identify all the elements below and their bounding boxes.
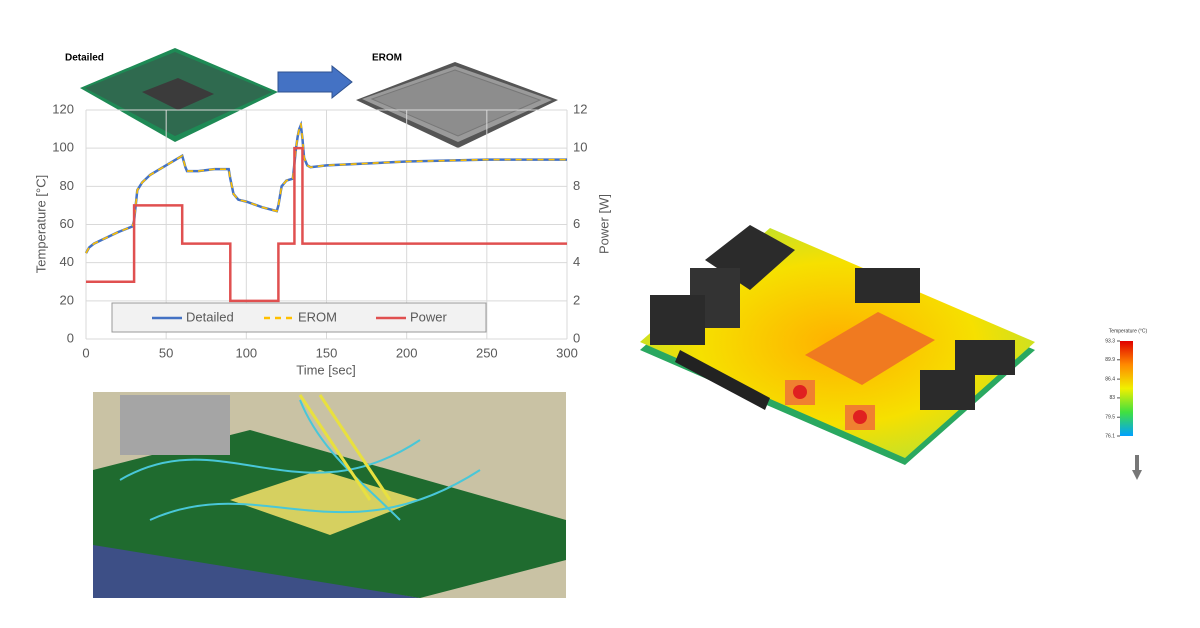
flow-image [93, 392, 566, 598]
y2-tick-label: 10 [573, 140, 587, 155]
arrow [277, 64, 353, 100]
y-axis-title: Temperature [°C] [33, 175, 48, 273]
y2-tick-label: 4 [573, 254, 580, 269]
colorbar-tick-label: 93.3 [1105, 338, 1115, 344]
y-tick-label: 120 [52, 101, 74, 116]
colorbar-ticks: 93.3 89.9 86.4 83 79.5 76.1 [1105, 338, 1120, 439]
series-line [86, 146, 567, 303]
y2-tick-label: 6 [573, 216, 580, 231]
x-tick-label: 100 [235, 345, 257, 360]
thermal-board [640, 225, 1035, 465]
x-tick-label: 50 [159, 345, 173, 360]
erom-model [356, 62, 558, 148]
y2-tick-label: 2 [573, 292, 580, 307]
y-tick-label: 0 [67, 330, 74, 345]
legend-label: EROM [298, 309, 337, 324]
model-label: EROM [372, 53, 402, 64]
y-tick-label: 40 [60, 254, 74, 269]
colorbar-tick-label: 76.1 [1105, 433, 1115, 439]
gravity-arrow [1132, 455, 1142, 480]
y-tick-label: 20 [60, 292, 74, 307]
x-tick-label: 150 [316, 345, 338, 360]
x-axis-title: Time [sec] [296, 362, 355, 377]
x-tick-label: 300 [556, 345, 578, 360]
y2-tick-label: 0 [573, 330, 580, 345]
legend-label: Detailed [186, 309, 234, 324]
model-label: Detailed [65, 53, 104, 64]
y2-axis-title: Power [W] [596, 194, 611, 254]
x-tick-label: 0 [82, 345, 89, 360]
y-tick-label: 80 [60, 178, 74, 193]
x-tick-label: 200 [396, 345, 418, 360]
y-tick-label: 100 [52, 140, 74, 155]
detailed-model [80, 48, 278, 142]
legend-label: Power [410, 309, 448, 324]
colorbar-tick-label: 86.4 [1105, 376, 1115, 382]
y2-tick-label: 12 [573, 101, 587, 116]
y-tick-label: 60 [60, 216, 74, 231]
colorbar-tick-label: 83 [1109, 395, 1115, 401]
colorbar-tick-label: 79.5 [1105, 415, 1115, 421]
colorbar-title: Temperature (°C) [1109, 328, 1148, 334]
colorbar [1120, 341, 1133, 436]
colorbar-tick-label: 89.9 [1105, 357, 1115, 363]
x-tick-label: 250 [476, 345, 498, 360]
y2-tick-label: 8 [573, 178, 580, 193]
